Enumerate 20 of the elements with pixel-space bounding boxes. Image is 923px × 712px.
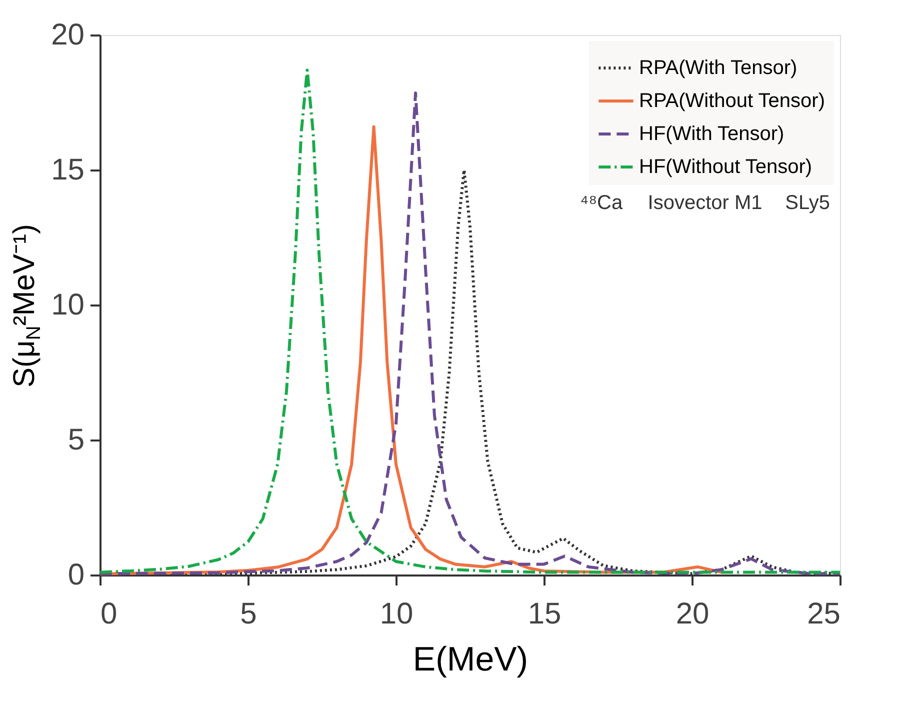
legend-label: RPA(Without Tensor) [639, 90, 825, 112]
y-tick-label: 10 [51, 288, 84, 322]
legend-label: HF(With Tensor) [639, 123, 784, 145]
legend-label: RPA(With Tensor) [639, 57, 798, 79]
y-tick-label: 20 [51, 18, 84, 52]
x-tick-label: 10 [380, 598, 414, 630]
x-tick-label: 0 [100, 598, 118, 630]
x-axis-title: E(MeV) [412, 640, 528, 678]
x-tick-label: 25 [807, 598, 840, 630]
y-tick-label: 5 [68, 424, 84, 456]
annotation: ⁴⁸Ca [580, 192, 624, 214]
x-tick-label: 5 [240, 598, 257, 630]
x-tick-label: 15 [528, 598, 562, 630]
legend-label: HF(Without Tensor) [639, 156, 812, 178]
y-tick-label: 15 [51, 154, 84, 186]
annotation: Isovector M1 [648, 192, 762, 214]
y-axis-title: S(μN²MeV⁻¹) [8, 224, 45, 388]
y-tick-label: 0 [68, 558, 84, 592]
annotation: SLy5 [785, 192, 830, 214]
x-tick-label: 20 [676, 598, 710, 630]
